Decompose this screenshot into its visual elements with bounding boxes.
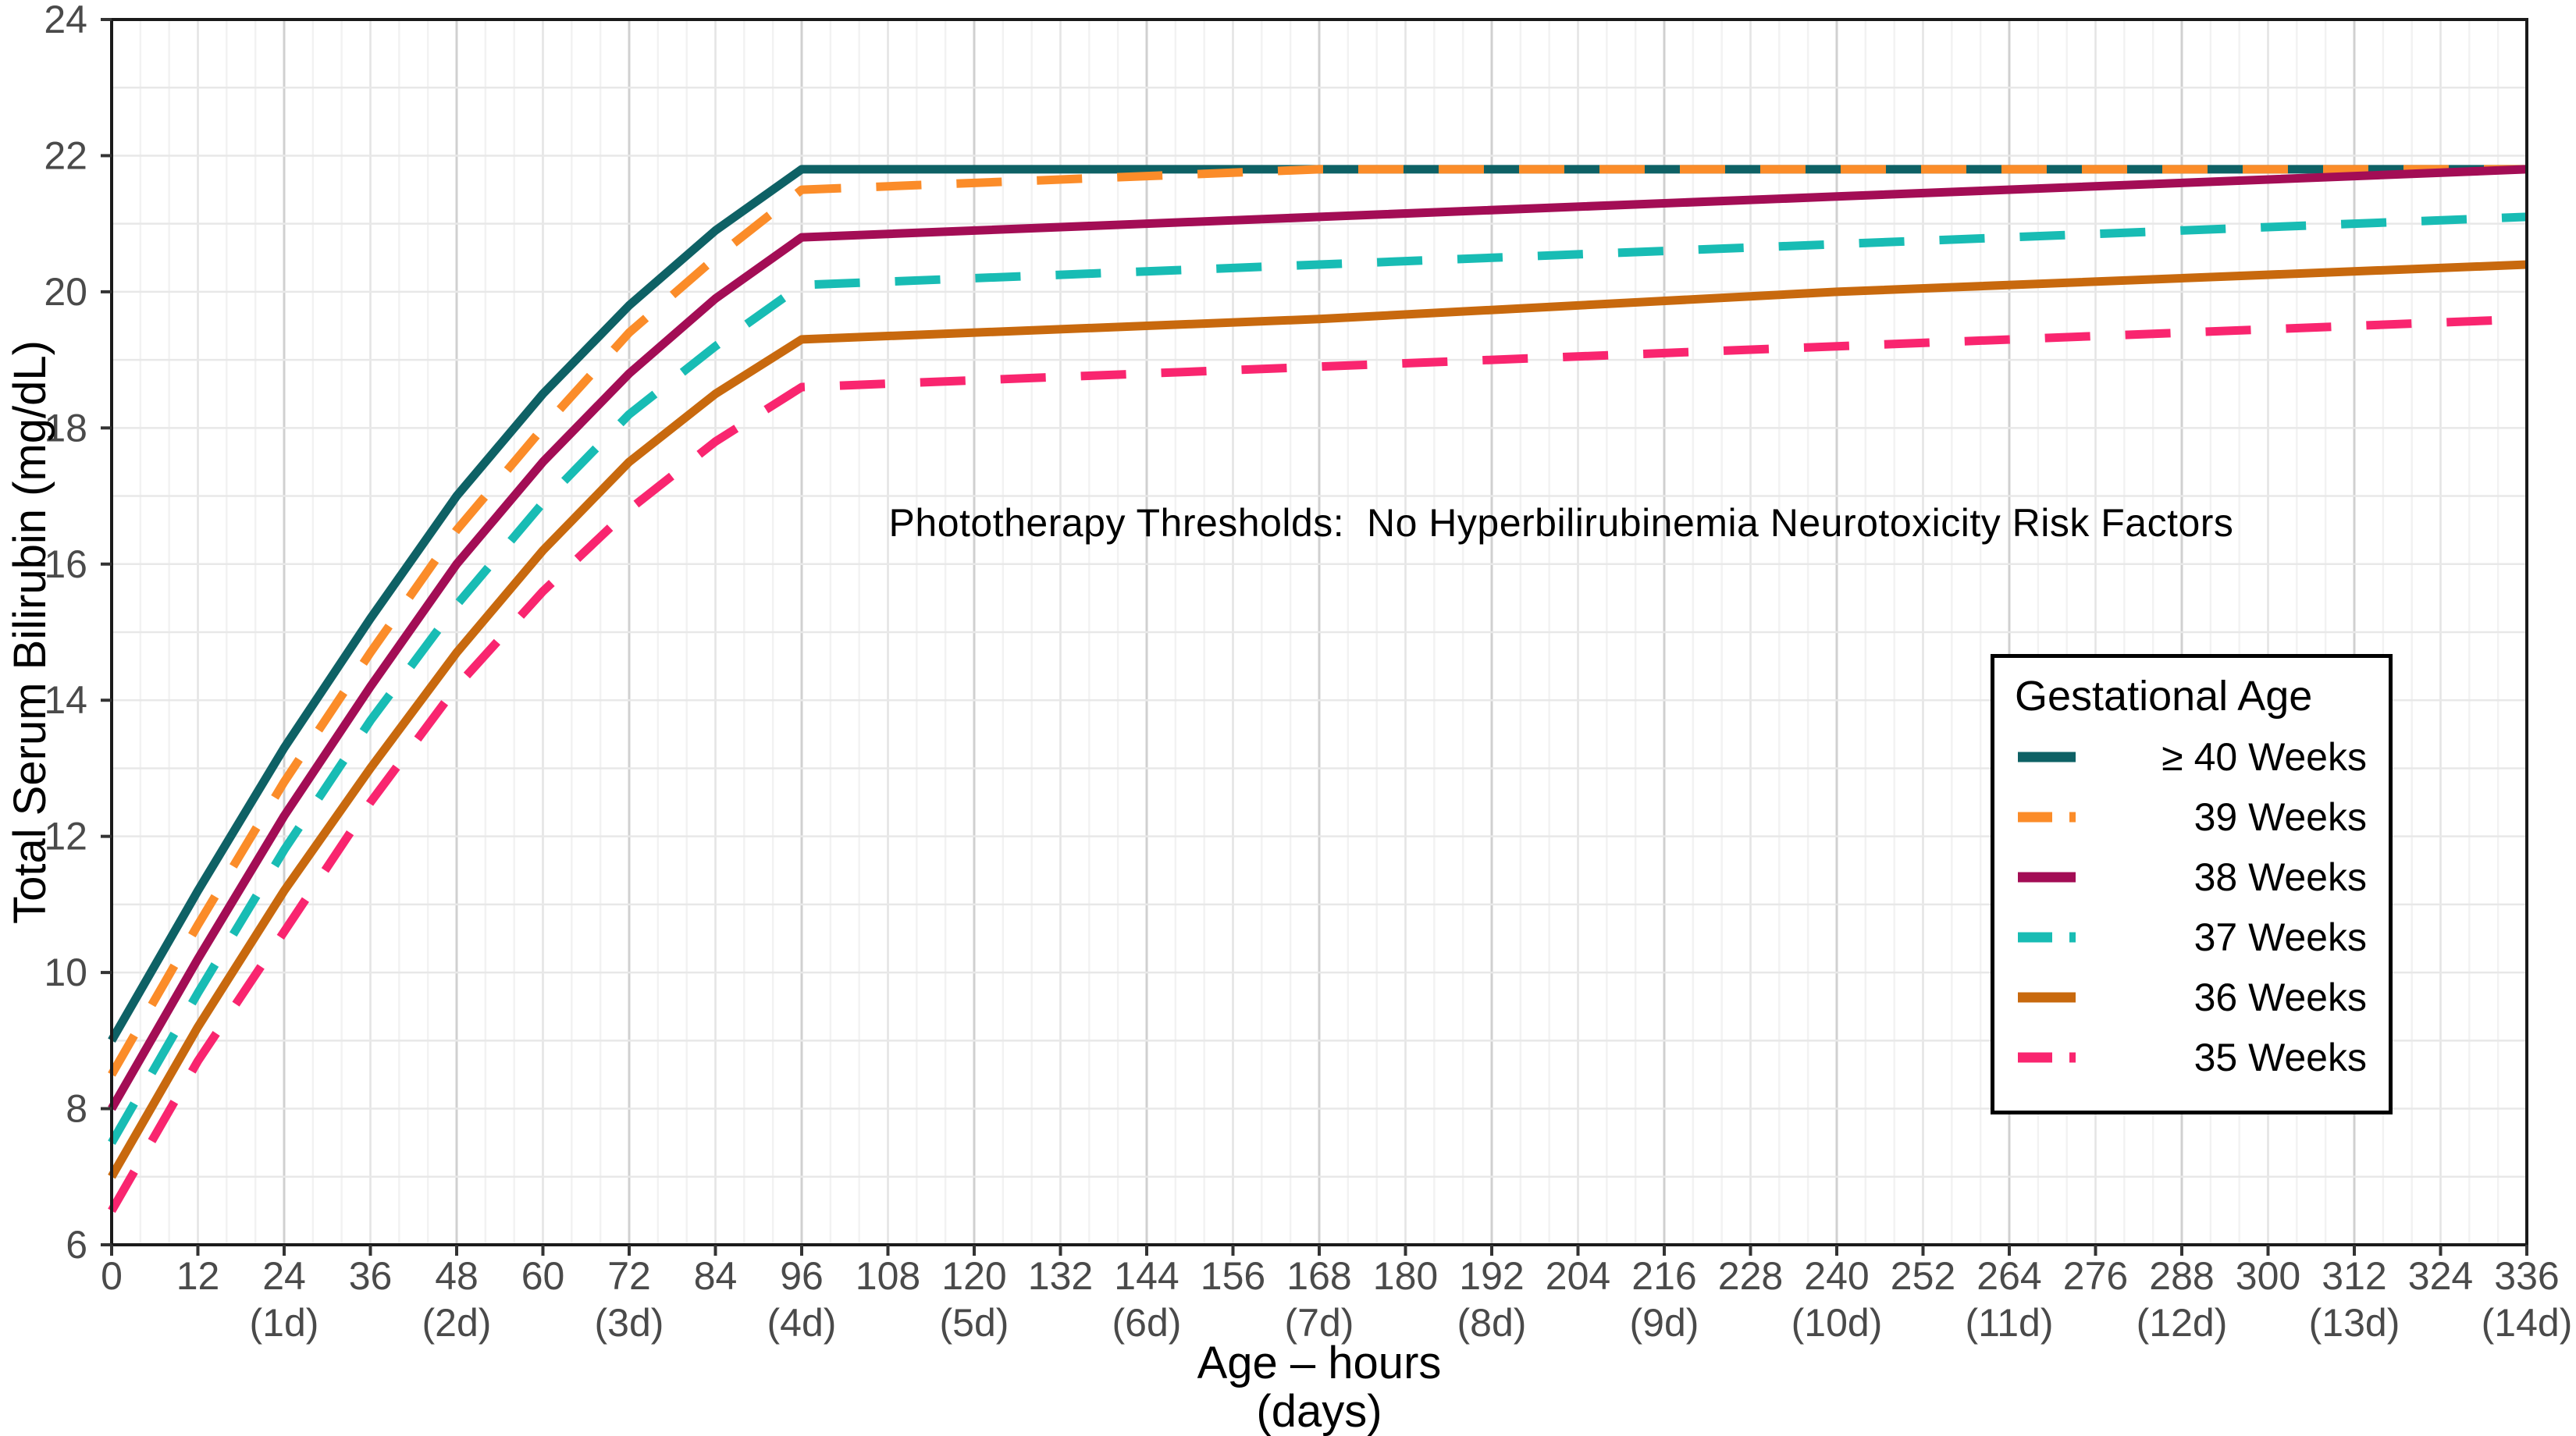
curve-36-weeks [108, 260, 2528, 1179]
x-axis-tick-labels: 0 12 24 36 48 60 72 84 96 108 120 132 144 156 168 180 19… [101, 1254, 2572, 1345]
x-tick-label: 12 [176, 1254, 220, 1298]
y-tick-label: 16 [44, 542, 87, 586]
legend-key-line [2018, 752, 2076, 762]
gridlines [112, 20, 2527, 1245]
x-tick-label: 336 [2494, 1254, 2559, 1298]
legend-item-39-weeks: 39 Weeks [1994, 787, 2389, 847]
x-tick-label: 60 [521, 1254, 565, 1298]
curve-39-weeks [108, 165, 2527, 1077]
legend-item-label: 36 Weeks [2194, 975, 2367, 1019]
x-tick-label: 288 [2149, 1254, 2214, 1298]
curve-40-weeks [108, 165, 2527, 1043]
legend-items: ≥ 40 Weeks 39 Weeks 38 Weeks 37 Weeks 36 Wee… [1994, 727, 2389, 1087]
x-tick-label: 264 [1976, 1254, 2041, 1298]
x-day-label: (3d) [595, 1301, 664, 1345]
y-tick-label: 18 [44, 406, 87, 450]
x-tick-label: 0 [101, 1254, 123, 1298]
x-day-label: (14d) [2482, 1301, 2573, 1345]
legend-key-line [2018, 872, 2076, 882]
x-tick-label: 36 [349, 1254, 393, 1298]
y-tick-label: 8 [66, 1087, 87, 1131]
legend-item-label: 38 Weeks [2194, 855, 2367, 899]
y-tick-label: 22 [44, 133, 87, 177]
x-tick-label: 108 [856, 1254, 920, 1298]
x-tick-label: 168 [1286, 1254, 1351, 1298]
x-tick-label: 192 [1459, 1254, 1524, 1298]
legend-item-label: 37 Weeks [2194, 915, 2367, 959]
x-tick-label: 84 [694, 1254, 738, 1298]
x-tick-label: 144 [1114, 1254, 1179, 1298]
y-axis-tick-labels: 6 8 10 12 14 16 18 20 22 24 [44, 0, 87, 1267]
x-day-label: (8d) [1457, 1301, 1527, 1345]
x-day-label: (6d) [1112, 1301, 1182, 1345]
legend-item-40-weeks: ≥ 40 Weeks [1994, 727, 2389, 787]
x-tick-label: 324 [2408, 1254, 2473, 1298]
legend-item-35-weeks: 35 Weeks [1994, 1027, 2389, 1087]
x-tick-label: 252 [1891, 1254, 1955, 1298]
legend-item-label: ≥ 40 Weeks [2161, 734, 2367, 779]
legend-item-36-weeks: 36 Weeks [1994, 967, 2389, 1027]
x-day-label: (7d) [1285, 1301, 1354, 1345]
legend-item-label: 35 Weeks [2194, 1035, 2367, 1079]
x-day-label: (1d) [250, 1301, 319, 1345]
axis-ticks [101, 18, 2528, 1256]
legend-key-line [2018, 992, 2076, 1002]
x-tick-label: 24 [262, 1254, 306, 1298]
x-tick-label: 132 [1028, 1254, 1093, 1298]
x-tick-label: 228 [1718, 1254, 1783, 1298]
threshold-curves [108, 165, 2528, 1214]
legend-item-38-weeks: 38 Weeks [1994, 847, 2389, 907]
y-tick-label: 14 [44, 678, 87, 722]
legend-key-line [2018, 932, 2076, 942]
legend-key-line [2018, 812, 2076, 822]
y-tick-label: 12 [44, 815, 87, 858]
y-axis-title: Total Serum Bilirubin (mg/dL) [5, 340, 55, 924]
x-day-label: (12d) [2137, 1301, 2228, 1345]
x-tick-label: 180 [1373, 1254, 1438, 1298]
x-tick-label: 120 [941, 1254, 1006, 1298]
x-tick-label: 312 [2322, 1254, 2386, 1298]
x-tick-label: 96 [780, 1254, 824, 1298]
x-tick-label: 240 [1804, 1254, 1869, 1298]
y-tick-label: 24 [44, 0, 87, 41]
legend-item-label: 39 Weeks [2194, 794, 2367, 839]
x-day-label: (10d) [1791, 1301, 1883, 1345]
x-tick-label: 300 [2236, 1254, 2300, 1298]
y-tick-label: 6 [66, 1223, 87, 1267]
y-tick-label: 10 [44, 951, 87, 994]
legend-item-37-weeks: 37 Weeks [1994, 907, 2389, 967]
x-day-label: (11d) [1965, 1301, 2053, 1345]
x-axis-title: Age – hours [1197, 1338, 1442, 1388]
legend: Gestational Age ≥ 40 Weeks 39 Weeks 38 Wee… [1991, 654, 2393, 1114]
x-tick-label: 156 [1201, 1254, 1265, 1298]
x-day-label: (2d) [422, 1301, 492, 1345]
x-tick-label: 276 [2063, 1254, 2128, 1298]
x-tick-label: 48 [435, 1254, 479, 1298]
legend-key-line [2018, 1052, 2076, 1062]
x-tick-label: 204 [1546, 1254, 1610, 1298]
x-day-label: (13d) [2309, 1301, 2400, 1345]
y-tick-label: 20 [44, 270, 87, 314]
x-axis-title-days: (days) [1256, 1386, 1382, 1436]
x-tick-label: 72 [607, 1254, 651, 1298]
legend-title: Gestational Age [2015, 673, 2313, 720]
x-tick-label: 216 [1631, 1254, 1696, 1298]
x-day-label: (9d) [1630, 1301, 1699, 1345]
x-day-label: (4d) [767, 1301, 837, 1345]
x-day-label: (5d) [940, 1301, 1009, 1345]
curve-38-weeks [108, 165, 2528, 1111]
chart-inline-title: Phototherapy Thresholds: No Hyperbilirub… [888, 501, 2234, 545]
curve-37-weeks [108, 212, 2528, 1145]
curve-35-weeks [108, 315, 2528, 1214]
